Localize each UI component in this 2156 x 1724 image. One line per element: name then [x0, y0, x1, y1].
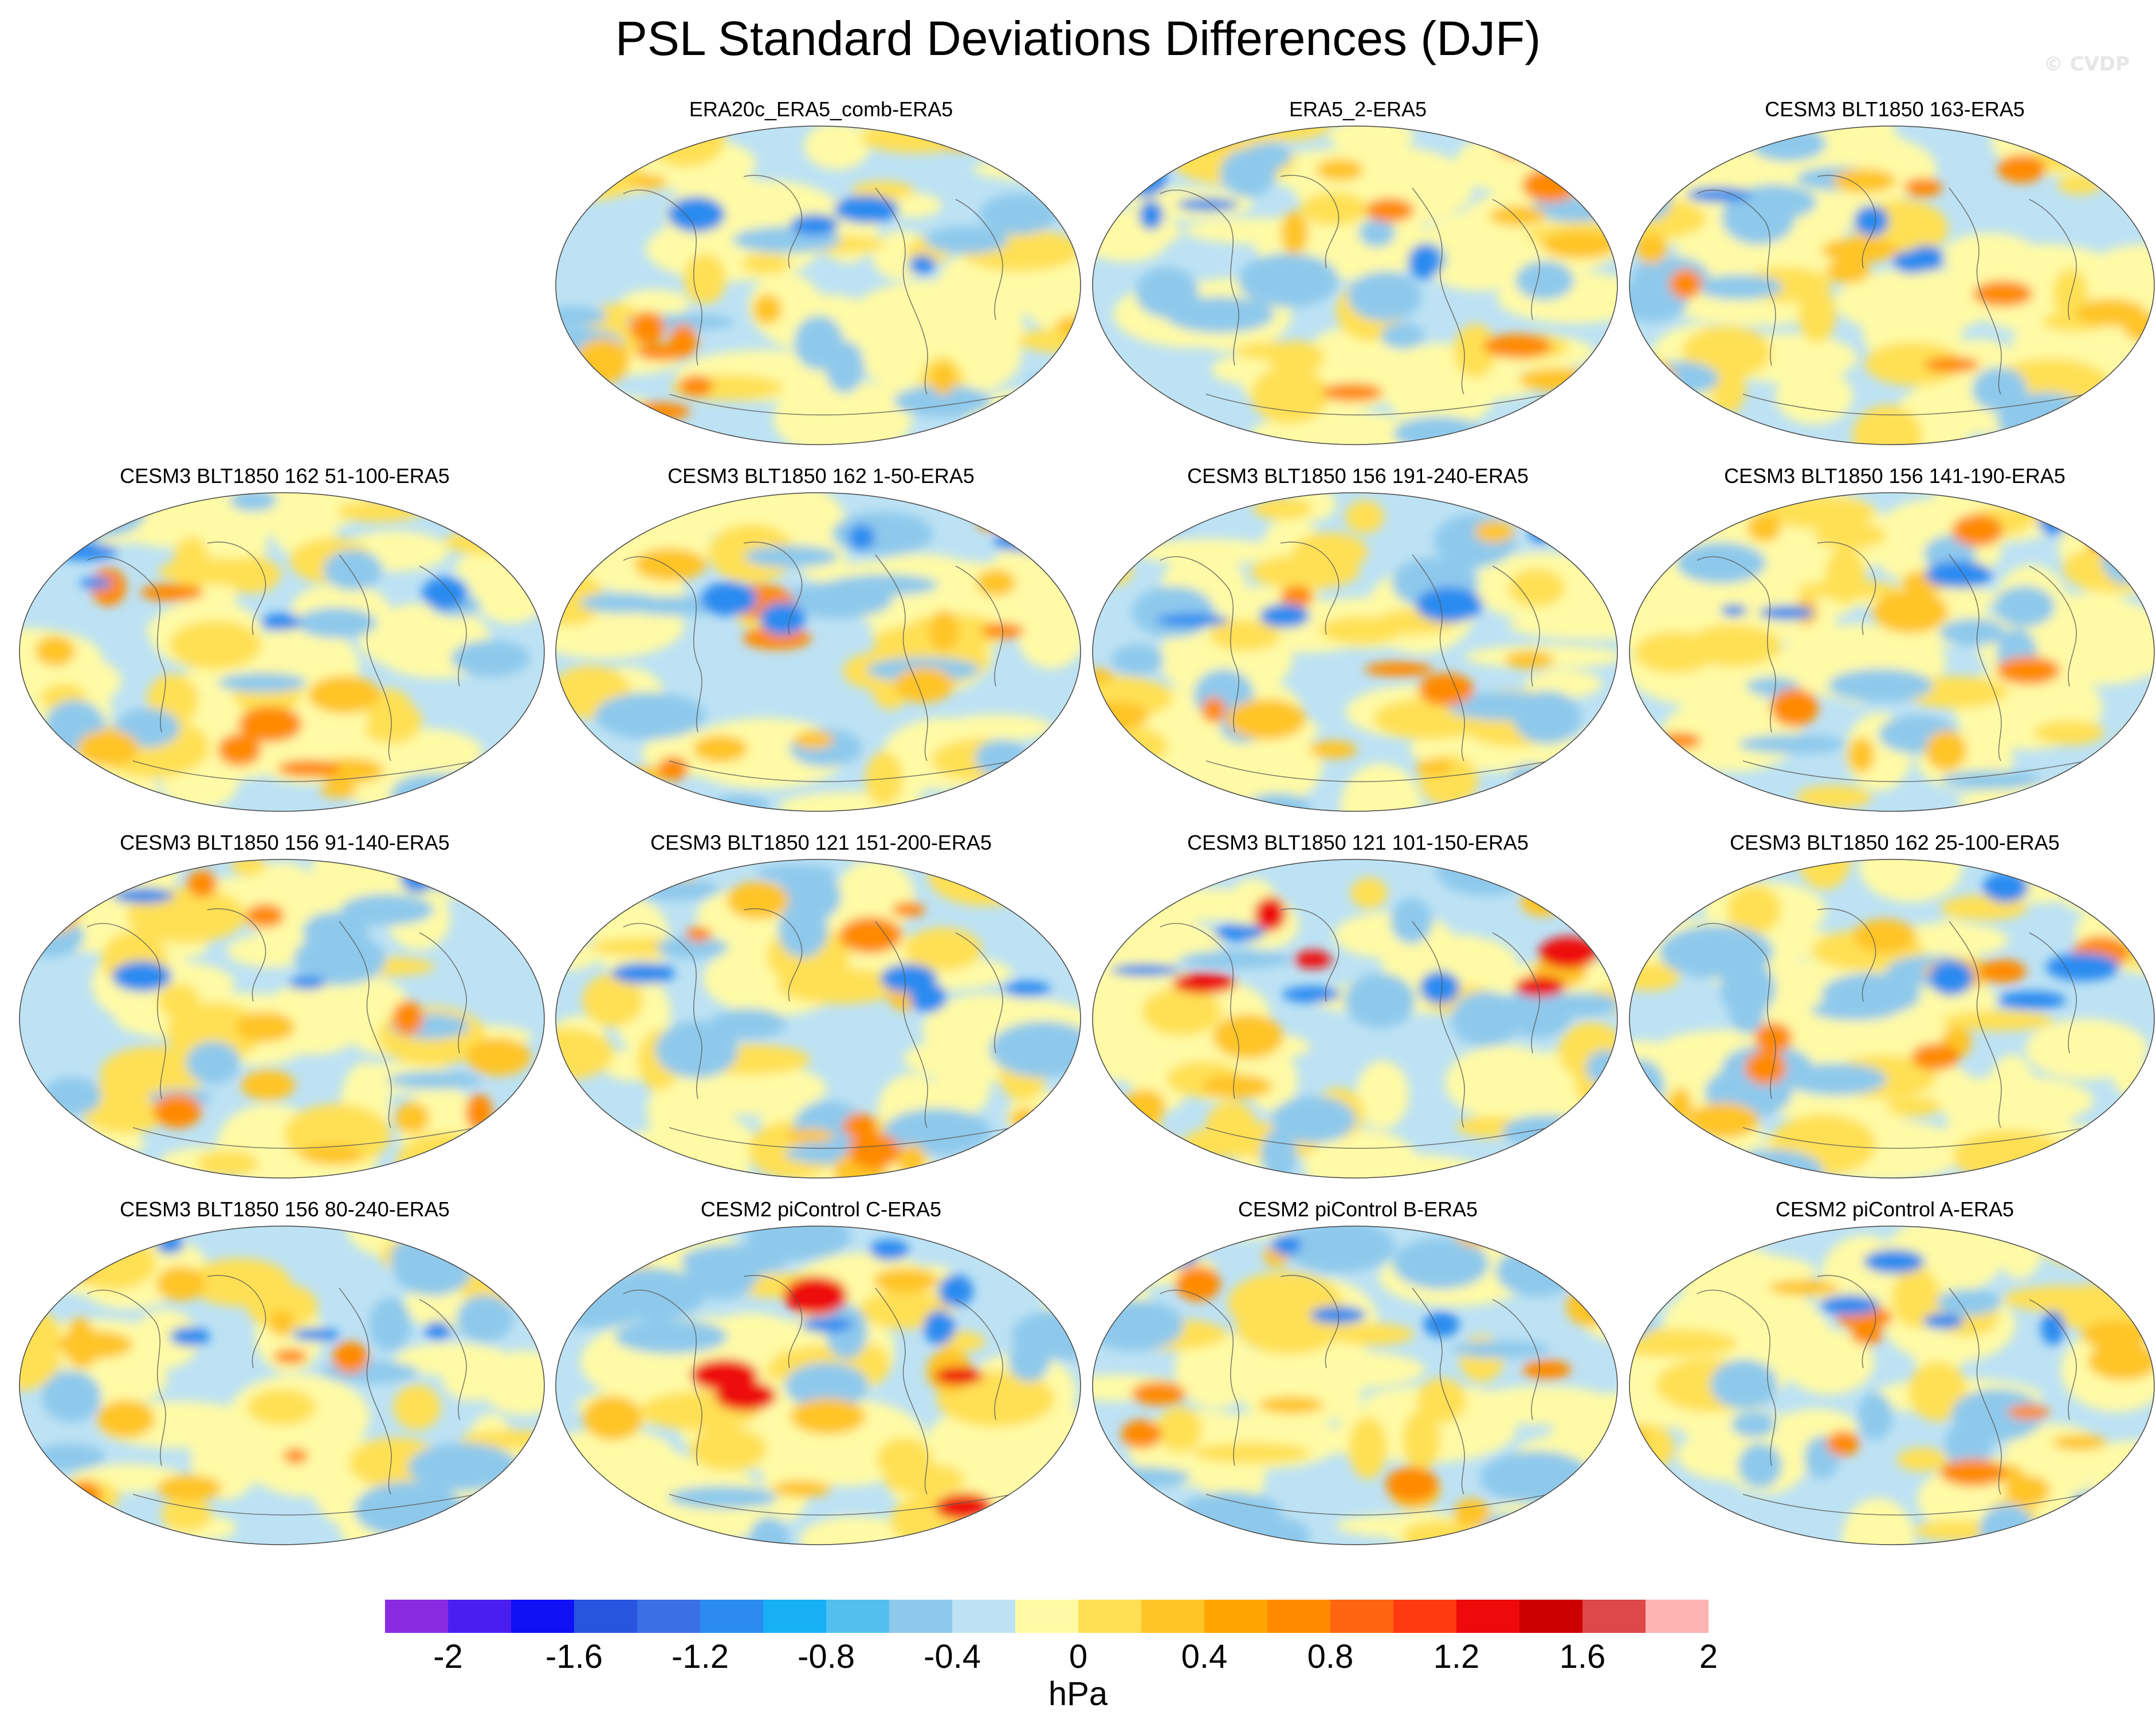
map-panel: CESM3 BLT1850 121 151-200-ERA5	[555, 831, 1087, 1197]
panel-title: ERA5_2-ERA5	[1289, 97, 1427, 121]
panel-title: CESM2 piControl C-ERA5	[700, 1197, 942, 1221]
map-panel: CESM3 BLT1850 162 51-100-ERA5	[18, 464, 551, 831]
colorbar-swatch	[1519, 1600, 1582, 1633]
colorbar-tick-label: -1.6	[545, 1638, 603, 1675]
colorbar-tick-label: 0.4	[1181, 1638, 1228, 1675]
colorbar-tick-label: -0.4	[924, 1638, 981, 1675]
colorbar-swatch	[1267, 1600, 1330, 1633]
colorbar-tick-label: 1.2	[1433, 1638, 1480, 1675]
colorbar-tick-label: 2	[1699, 1638, 1718, 1675]
map-panel: CESM3 BLT1850 121 101-150-ERA5	[1091, 831, 1624, 1197]
map-panel: ERA20c_ERA5_comb-ERA5	[555, 97, 1087, 464]
panel-title: ERA20c_ERA5_comb-ERA5	[689, 97, 953, 121]
panel-title: CESM3 BLT1850 162 1-50-ERA5	[667, 464, 975, 488]
colorbar-swatch	[1393, 1600, 1456, 1633]
map-panel: CESM3 BLT1850 163-ERA5	[1628, 97, 2156, 464]
colorbar-swatch	[1646, 1600, 1709, 1633]
colorbar-tick-label: -2	[433, 1638, 463, 1675]
panel-title: CESM3 BLT1850 162 51-100-ERA5	[120, 464, 450, 488]
panel-title: CESM3 BLT1850 121 101-150-ERA5	[1187, 831, 1529, 854]
map-panel: ERA5_2-ERA5	[1091, 97, 1624, 464]
colorbar-swatch	[1582, 1600, 1646, 1633]
panel-title: CESM3 BLT1850 162 25-100-ERA5	[1730, 831, 2060, 854]
colorbar-tick-labels: -2 -1.6 -1.2 -0.8 -0.4 0 0.4 0.8 1.2 1.6 2	[0, 1633, 2156, 1679]
colorbar-units: hPa	[1048, 1675, 1108, 1713]
colorbar-tick-label: -1.2	[671, 1638, 729, 1675]
colorbar-swatch	[889, 1600, 952, 1633]
map-panel: CESM2 piControl C-ERA5	[555, 1197, 1087, 1564]
colorbar-swatch	[511, 1600, 574, 1633]
panel-title: CESM3 BLT1850 121 151-200-ERA5	[650, 831, 992, 854]
panel-title: CESM3 BLT1850 163-ERA5	[1765, 97, 2025, 121]
colorbar-tick-label: -0.8	[798, 1638, 855, 1675]
colorbar-swatch	[1330, 1600, 1393, 1633]
map-panel: CESM3 BLT1850 156 141-190-ERA5	[1628, 464, 2156, 831]
map-panel: CESM3 BLT1850 156 191-240-ERA5	[1091, 464, 1624, 831]
panel-title: CESM3 BLT1850 156 141-190-ERA5	[1724, 464, 2065, 488]
colorbar-swatch	[448, 1600, 511, 1633]
colorbar-tick-label: 0.8	[1307, 1638, 1354, 1675]
panel-title: CESM3 BLT1850 156 80-240-ERA5	[120, 1197, 450, 1221]
map-panel: CESM2 piControl B-ERA5	[1091, 1197, 1624, 1564]
colorbar-swatch	[700, 1600, 763, 1633]
colorbar-swatch	[574, 1600, 637, 1633]
map-panel: CESM2 piControl A-ERA5	[1628, 1197, 2156, 1564]
colorbar-swatch	[1204, 1600, 1267, 1633]
panel-title: CESM2 piControl A-ERA5	[1775, 1197, 2014, 1221]
colorbar-swatch	[1015, 1600, 1078, 1633]
colorbar-swatch	[952, 1600, 1015, 1633]
panel-title: CESM3 BLT1850 156 91-140-ERA5	[120, 831, 450, 854]
credit-watermark: © CVDP	[2043, 53, 2130, 76]
colorbar-tick-label: 1.6	[1559, 1638, 1606, 1675]
colorbar-swatch	[1456, 1600, 1519, 1633]
panel-title: CESM3 BLT1850 156 191-240-ERA5	[1187, 464, 1529, 488]
colorbar-swatch	[1141, 1600, 1204, 1633]
colorbar-swatch	[385, 1600, 448, 1633]
colorbar-tick-label: 0	[1069, 1638, 1088, 1675]
colorbar-swatch	[1078, 1600, 1141, 1633]
panel-title: CESM2 piControl B-ERA5	[1238, 1197, 1478, 1221]
map-panel: CESM3 BLT1850 162 1-50-ERA5	[555, 464, 1087, 831]
colorbar-swatch	[637, 1600, 700, 1633]
map-panel: CESM3 BLT1850 156 91-140-ERA5	[18, 831, 551, 1197]
figure-title: PSL Standard Deviations Differences (DJF…	[615, 11, 1541, 65]
colorbar-swatch	[763, 1600, 826, 1633]
colorbar	[385, 1600, 1772, 1633]
map-panel: CESM3 BLT1850 156 80-240-ERA5	[18, 1197, 551, 1564]
colorbar-swatch	[826, 1600, 889, 1633]
map-panel: CESM3 BLT1850 162 25-100-ERA5	[1628, 831, 2156, 1197]
